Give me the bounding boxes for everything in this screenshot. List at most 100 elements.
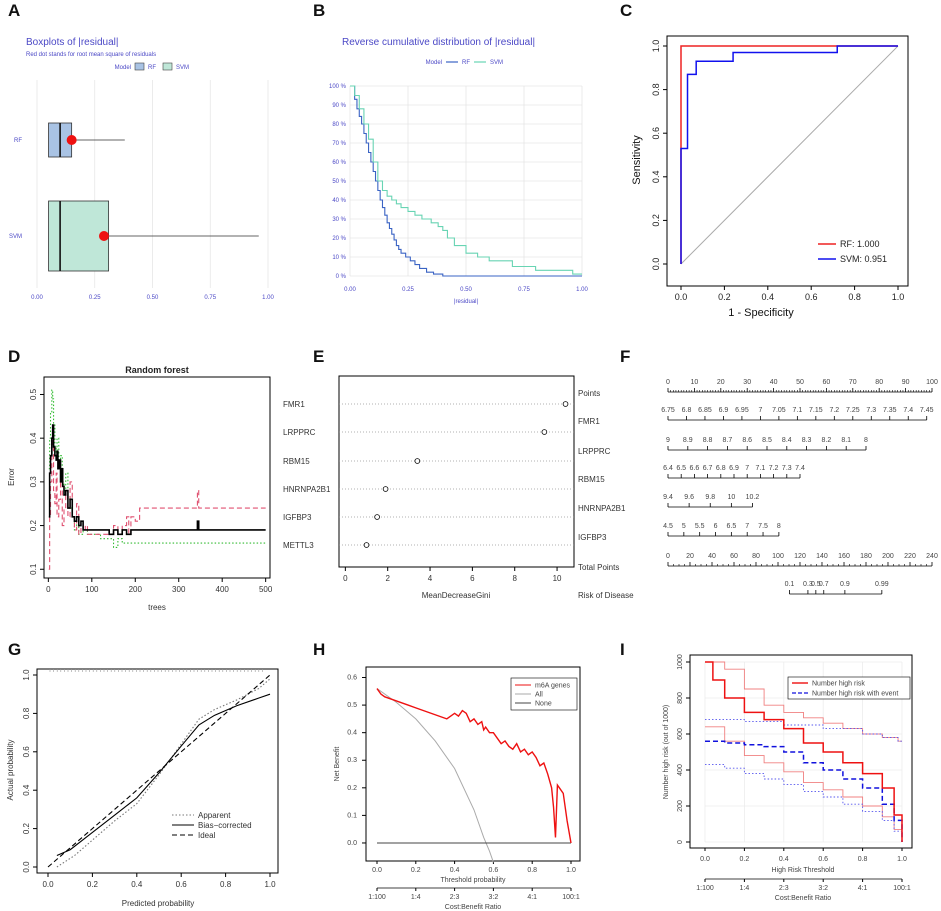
panel-d-y-tick-label: 0.3 xyxy=(29,476,38,488)
panel-f-tick-label: 7.1 xyxy=(792,407,802,414)
panel-d-y-tick-label: 0.5 xyxy=(29,388,38,400)
panel-f-tick-label: 7.1 xyxy=(756,465,766,472)
panel-g-y-label: Actual probability xyxy=(6,740,15,801)
panel-f-tick-label: 7.3 xyxy=(866,407,876,414)
panel-h-series-0 xyxy=(376,688,572,844)
panel-f-tick-label: 100 xyxy=(772,553,784,560)
panel-label-g: G xyxy=(8,640,21,659)
panel-a-x-tick-label: 0.25 xyxy=(89,295,101,301)
panel-i-series-0 xyxy=(705,661,903,842)
panel-h-x-tick-label: 0.8 xyxy=(527,867,537,874)
panel-h-x2-tick-label: 3:2 xyxy=(489,894,499,901)
panel-h-series-1 xyxy=(376,688,494,863)
panel-e-x-tick-label: 4 xyxy=(428,574,433,583)
panel-h-y-tick-label: 0.0 xyxy=(347,840,357,847)
panel-f-tick-label: 8 xyxy=(864,437,868,444)
panel-e-variable-label: LRPPRC xyxy=(283,428,316,437)
panel-h-y-tick-label: 0.1 xyxy=(347,812,357,819)
panel-label-b: B xyxy=(313,1,325,20)
panel-a-x-tick-label: 1.00 xyxy=(262,295,274,301)
panel-c-x-tick-label: 0.6 xyxy=(805,292,818,302)
panel-d-y-label: Error xyxy=(7,468,16,486)
panel-h-x-label: Threshold probability xyxy=(441,877,506,884)
panel-i-legend-label-with-event: Number high risk with event xyxy=(812,691,898,698)
panel-c-y-tick-label: 0.2 xyxy=(651,214,661,227)
panel-d-frame xyxy=(43,376,271,579)
panel-f-tick-label: 180 xyxy=(860,553,872,560)
panel-f-tick-label: 5.5 xyxy=(695,523,705,530)
panel-f-row-label: FMR1 xyxy=(578,417,600,426)
panel-g-y-tick-label: 0.8 xyxy=(22,707,31,719)
panel-f-row-label: RBM15 xyxy=(578,475,605,484)
panel-h-x2-tick-label: 4:1 xyxy=(527,894,537,901)
panel-c-y-tick-label: 0.8 xyxy=(651,83,661,96)
panel-h-x2-tick-label: 2:3 xyxy=(450,894,460,901)
panel-f-tick-label: 20 xyxy=(686,553,694,560)
panel-f-tick-label: 6.9 xyxy=(729,465,739,472)
panel-i-y-tick-label: 800 xyxy=(677,692,684,704)
panel-e-importance-point xyxy=(382,486,389,492)
panel-f-tick-label: 50 xyxy=(796,379,804,386)
panel-c-y-label: Sensitivity xyxy=(631,135,643,185)
panel-f-tick-label: 6.8 xyxy=(682,407,692,414)
panel-f-row-label: HNRNPA2B1 xyxy=(578,504,626,513)
panel-f-tick-label: 6.5 xyxy=(726,523,736,530)
panel-f-tick-label: 8.4 xyxy=(782,437,792,444)
panel-f-tick-label: 7 xyxy=(745,465,749,472)
panel-b-series-rf xyxy=(350,85,582,277)
panel-f-tick-label: 8.7 xyxy=(723,437,733,444)
panel-f-tick-label: 240 xyxy=(926,553,938,560)
panel-c-y-tick-label: 0.6 xyxy=(651,127,661,140)
panel-g-y-tick-label: 0.4 xyxy=(22,784,31,796)
panel-f-tick-label: 0.99 xyxy=(875,581,889,588)
panel-f-tick-label: 160 xyxy=(838,553,850,560)
panel-i-y-tick-label: 600 xyxy=(677,728,684,740)
panel-f-tick-label: 140 xyxy=(816,553,828,560)
panel-f-tick-label: 7.4 xyxy=(903,407,913,414)
panel-i-x2-tick-label: 1:100 xyxy=(696,885,714,892)
panel-d-series-1 xyxy=(48,437,266,570)
panel-f-tick-label: 6.4 xyxy=(663,465,673,472)
panel-f-tick-label: 70 xyxy=(849,379,857,386)
panel-h-frame xyxy=(365,666,581,862)
panel-c-diagonal xyxy=(680,45,899,265)
panel-d-x-tick-label: 200 xyxy=(129,585,143,594)
panel-f-row-label: Total Points xyxy=(578,563,619,572)
panel-g-x-tick-label: 0.6 xyxy=(176,880,188,889)
panel-f-tick-label: 60 xyxy=(823,379,831,386)
panel-d-x-tick-label: 100 xyxy=(85,585,99,594)
panel-h-y-label: Net Benefit xyxy=(334,747,341,782)
panel-f-tick-label: 8.8 xyxy=(703,437,713,444)
panel-g-y-tick-label: 0.2 xyxy=(22,822,31,834)
panel-i-y-tick-label: 0 xyxy=(677,840,684,844)
panel-f-row-label: LRPPRC xyxy=(578,447,611,456)
panel-e-variable-label: IGFBP3 xyxy=(283,513,312,522)
panel-f-tick-label: 5 xyxy=(682,523,686,530)
panel-b-y-tick-label: 40 % xyxy=(332,198,346,204)
panel-f-tick-label: 90 xyxy=(902,379,910,386)
panel-i-x-tick-label: 1.0 xyxy=(897,856,907,863)
panel-g-series-2 xyxy=(47,674,271,868)
panel-g-series-0 xyxy=(56,678,271,868)
panel-b-legend-title: Model xyxy=(426,60,442,66)
panel-g-frame xyxy=(36,668,279,874)
panel-f-tick-label: 10 xyxy=(691,379,699,386)
panel-c-x-label: 1 - Specificity xyxy=(728,307,794,319)
panel-f-tick-label: 7.25 xyxy=(846,407,860,414)
panel-b-x-tick-label: 0.50 xyxy=(460,287,472,293)
panel-c-x-tick-label: 0.0 xyxy=(675,292,688,302)
panel-i-x-tick-label: 0.6 xyxy=(818,856,828,863)
panel-a-rms-dot xyxy=(98,231,109,241)
panel-b-x-label: |residual| xyxy=(454,299,479,305)
panel-f-tick-label: 7.2 xyxy=(769,465,779,472)
panel-g-x-tick-label: 0.0 xyxy=(42,880,54,889)
panel-f-tick-label: 8.3 xyxy=(802,437,812,444)
panel-b-legend-label-rf: RF xyxy=(462,60,470,66)
panel-i-x2-tick-label: 2:3 xyxy=(779,885,789,892)
panel-f-tick-label: 80 xyxy=(752,553,760,560)
panel-f-tick-label: 0.7 xyxy=(819,581,829,588)
panel-i-x-tick-label: 0.2 xyxy=(740,856,750,863)
panel-c-roc-svm xyxy=(680,45,898,264)
panel-g-x-tick-label: 1.0 xyxy=(264,880,276,889)
